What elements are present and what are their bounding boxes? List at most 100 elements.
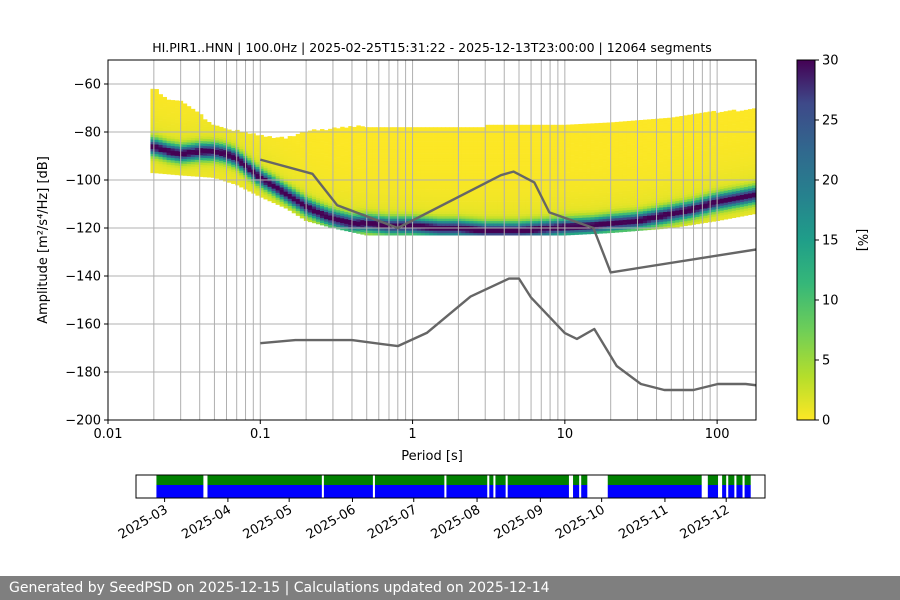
heatmap-cell (392, 160, 398, 164)
heatmap-cell (558, 199, 563, 202)
heatmap-cell (328, 164, 333, 168)
heatmap-cell (598, 142, 603, 145)
heatmap-cell (594, 180, 599, 184)
heatmap-cell (485, 228, 490, 231)
heatmap-cell (461, 180, 466, 183)
heatmap-cell (198, 126, 204, 129)
heatmap-cell (550, 163, 555, 166)
heatmap-cell (582, 190, 587, 194)
heatmap-cell (558, 208, 563, 212)
heatmap-cell (420, 223, 426, 226)
heatmap-cell (320, 148, 325, 151)
heatmap-cell (336, 176, 341, 180)
heatmap-cell (424, 129, 430, 133)
heatmap-cell (344, 228, 349, 232)
heatmap-cell (198, 123, 204, 127)
heatmap-cell (602, 175, 608, 179)
heatmap-cell (606, 213, 612, 217)
heatmap-cell (642, 170, 648, 173)
heatmap-cell (424, 199, 430, 202)
heatmap-cell (610, 191, 616, 195)
heatmap-cell (324, 161, 329, 165)
heatmap-cell (324, 170, 329, 174)
heatmap-cell (489, 220, 494, 224)
heatmap-cell (622, 150, 628, 153)
heatmap-cell (404, 216, 410, 219)
heatmap-cell (429, 232, 434, 236)
heatmap-cell (150, 93, 155, 97)
heatmap-cell (546, 177, 551, 181)
heatmap-cell (481, 223, 486, 226)
heatmap-cell (328, 155, 333, 158)
heatmap-cell (299, 191, 305, 195)
heatmap-cell (437, 177, 442, 181)
heatmap-cell (231, 138, 236, 141)
heatmap-cell (618, 155, 624, 158)
heatmap-cell (638, 160, 644, 164)
heatmap-cell (186, 142, 192, 145)
heatmap-cell (642, 177, 648, 180)
heatmap-cell (299, 134, 305, 137)
heatmap-cell (239, 160, 244, 164)
heatmap-cell (328, 215, 333, 218)
heatmap-cell (457, 206, 462, 210)
heatmap-cell (396, 223, 402, 226)
heatmap-cell (291, 181, 297, 185)
plot-area (108, 60, 756, 420)
heatmap-cell (449, 225, 454, 229)
heatmap-cell (509, 201, 515, 205)
heatmap-cell (239, 155, 244, 159)
heatmap-cell (533, 213, 539, 217)
heatmap-cell (154, 158, 159, 162)
heatmap-cell (481, 225, 486, 229)
heatmap-cell (348, 164, 353, 168)
heatmap-cell (388, 172, 394, 176)
heatmap-cell (614, 165, 620, 168)
heatmap-cell (594, 171, 599, 174)
heatmap-cell (404, 158, 410, 162)
heatmap-cell (437, 204, 442, 207)
heatmap-cell (311, 172, 317, 176)
heatmap-cell (396, 153, 402, 157)
heatmap-cell (521, 170, 527, 174)
heatmap-cell (441, 196, 446, 200)
heatmap-cell (437, 220, 442, 224)
heatmap-cell (392, 151, 398, 154)
heatmap-cell (513, 144, 519, 147)
heatmap-cell (517, 184, 523, 188)
heatmap-cell (299, 179, 305, 183)
heatmap-cell (618, 148, 624, 151)
heatmap-cell (392, 184, 398, 188)
heatmap-cell (598, 122, 603, 126)
heatmap-cell (247, 160, 252, 163)
heatmap-cell (529, 124, 535, 128)
heatmap-cell (521, 218, 527, 222)
heatmap-cell (416, 228, 422, 231)
heatmap-cell (275, 202, 281, 205)
heatmap-cell (477, 158, 482, 162)
heatmap-cell (542, 148, 547, 152)
heatmap-cell (618, 217, 624, 221)
heatmap-cell (449, 182, 454, 186)
heatmap-cell (550, 172, 555, 176)
heatmap-cell (582, 142, 587, 146)
heatmap-cell (380, 189, 385, 193)
heatmap-cell (198, 155, 204, 158)
heatmap-cell (586, 190, 591, 194)
heatmap-cell (158, 163, 163, 167)
heatmap-cell (622, 217, 628, 220)
heatmap-cell (533, 230, 539, 234)
heatmap-cell (324, 187, 329, 191)
heatmap-cell (291, 184, 297, 187)
heatmap-cell (642, 191, 648, 195)
heatmap-cell (315, 221, 321, 225)
heatmap-cell (372, 129, 377, 133)
heatmap-cell (263, 148, 268, 152)
heatmap-cell (437, 228, 442, 231)
heatmap-cell (606, 201, 612, 205)
heatmap-cell (227, 139, 232, 142)
heatmap-cell (529, 158, 535, 162)
heatmap-cell (529, 182, 535, 186)
heatmap-cell (315, 175, 321, 179)
heatmap-cell (626, 137, 632, 141)
